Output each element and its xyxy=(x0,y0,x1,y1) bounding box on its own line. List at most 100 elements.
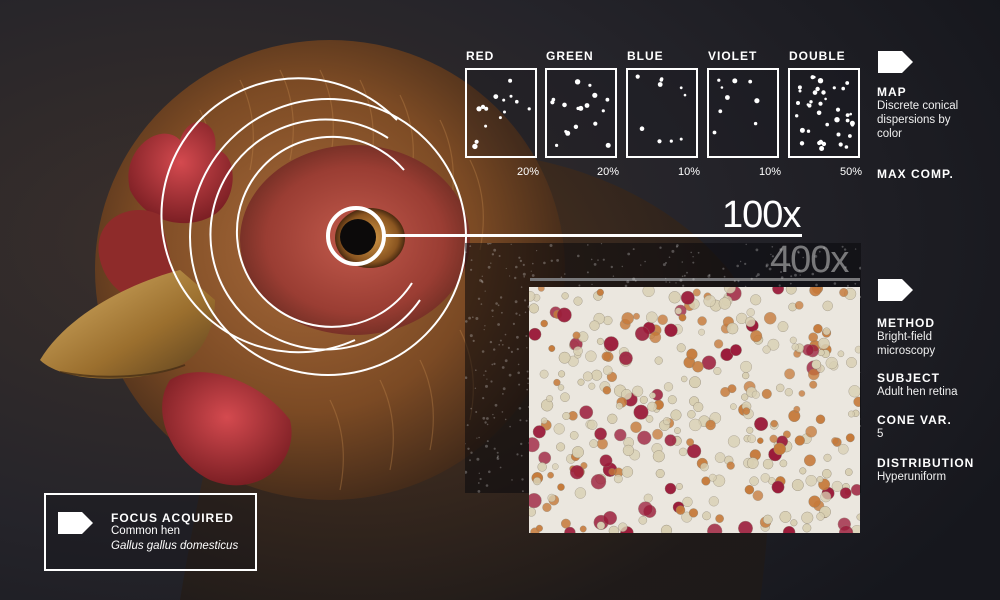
cone-cell xyxy=(692,288,701,297)
texture-dot xyxy=(525,419,528,422)
texture-dot xyxy=(789,264,792,267)
texture-dot xyxy=(504,333,507,336)
texture-dot xyxy=(516,453,519,456)
map-label-red: RED xyxy=(466,49,495,63)
texture-dot xyxy=(612,275,615,277)
cone-cell xyxy=(645,415,654,423)
max-comp-label: MAX COMP. xyxy=(877,167,954,181)
texture-dot xyxy=(484,290,486,292)
cone-cell xyxy=(607,413,618,424)
texture-dot xyxy=(527,377,530,380)
texture-dot xyxy=(668,256,671,258)
cone-dot xyxy=(834,117,840,123)
cone-cell xyxy=(730,403,737,410)
cone-dot xyxy=(725,95,730,100)
texture-dot xyxy=(475,411,478,413)
cone-dot xyxy=(825,122,829,127)
cone-cell xyxy=(746,457,759,469)
cone-cell xyxy=(741,393,749,401)
cone-cell xyxy=(687,410,696,419)
texture-dot xyxy=(522,272,526,276)
texture-dot xyxy=(479,279,482,282)
cone-cell xyxy=(762,345,771,354)
texture-dot xyxy=(690,251,692,254)
map-pct-green: 20% xyxy=(596,166,619,178)
cone-cell xyxy=(686,348,698,360)
cone-cell xyxy=(676,343,686,353)
focus-arc-3 xyxy=(235,135,413,328)
texture-dot xyxy=(470,407,472,410)
texture-dot xyxy=(520,454,523,457)
cone-cell xyxy=(540,319,548,328)
cone-cell xyxy=(777,321,789,332)
cone-cell xyxy=(742,371,750,380)
cone-cell xyxy=(547,493,556,503)
cone-cell xyxy=(667,395,677,405)
cone-cell xyxy=(802,344,815,356)
cone-cell xyxy=(791,479,804,492)
micro-400x-image xyxy=(524,281,864,540)
texture-dot xyxy=(854,282,857,285)
texture-dot xyxy=(475,317,479,320)
texture-dot xyxy=(493,447,496,450)
cone-dot xyxy=(480,104,486,109)
texture-dot xyxy=(536,250,538,252)
cone-cell xyxy=(561,292,569,300)
cone-cell xyxy=(603,315,613,326)
texture-dot xyxy=(478,436,480,439)
texture-dot xyxy=(493,348,496,351)
texture-dot xyxy=(780,276,784,279)
texture-dot xyxy=(771,255,774,258)
texture-dot xyxy=(798,269,801,272)
map-box-red xyxy=(465,68,537,158)
texture-dot xyxy=(518,314,521,316)
texture-dot xyxy=(550,259,553,262)
cone-dot xyxy=(816,110,822,116)
cone-cell xyxy=(560,392,570,402)
focus-title: FOCUS ACQUIRED xyxy=(111,511,234,525)
texture-dot xyxy=(859,266,862,270)
cone-cell xyxy=(526,507,537,517)
cone-cell xyxy=(784,368,796,380)
texture-dot xyxy=(841,245,844,248)
cone-cell xyxy=(757,437,764,444)
cone-cell xyxy=(701,355,717,370)
texture-dot xyxy=(478,472,480,474)
cone-cell xyxy=(602,510,617,525)
texture-dot xyxy=(610,265,613,269)
cone-cell xyxy=(639,395,648,404)
cone-cell xyxy=(726,461,735,470)
cone-dot xyxy=(835,107,841,112)
texture-dot xyxy=(470,451,473,454)
texture-dot xyxy=(736,264,739,268)
texture-dot xyxy=(494,403,498,407)
cone-cell xyxy=(614,428,627,442)
cone-cell xyxy=(622,444,635,457)
texture-dot xyxy=(467,447,470,450)
texture-dot xyxy=(474,387,477,389)
texture-dot xyxy=(518,383,521,386)
cone-dot xyxy=(850,123,854,127)
cone-cell xyxy=(775,383,785,393)
texture-dot xyxy=(586,271,589,274)
cone-cell xyxy=(638,515,648,525)
texture-dot xyxy=(814,255,818,258)
cone-cell xyxy=(682,496,693,508)
cone-cell xyxy=(767,338,780,351)
cone-cell xyxy=(718,297,731,310)
cone-cell xyxy=(537,284,545,292)
texture-dot xyxy=(518,407,522,410)
map-box-violet xyxy=(707,68,779,158)
cone-cell xyxy=(596,438,608,450)
cone-dot xyxy=(669,139,673,143)
cone-dot xyxy=(474,139,479,144)
cone-cell xyxy=(847,410,855,418)
cone-cell xyxy=(727,435,741,448)
cone-cell xyxy=(528,327,542,341)
texture-dot xyxy=(502,344,504,346)
cone-cell xyxy=(837,443,849,455)
eye-target-ring xyxy=(326,206,386,266)
texture-dot xyxy=(479,477,482,481)
texture-dot xyxy=(504,418,507,421)
cone-cell xyxy=(762,458,774,470)
